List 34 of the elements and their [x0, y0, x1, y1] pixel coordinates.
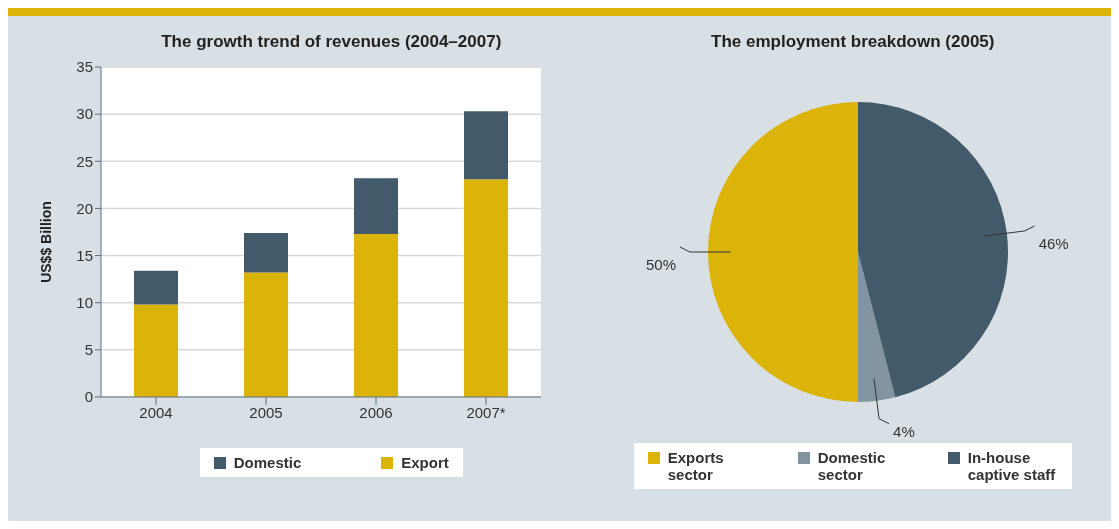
bar — [244, 232, 289, 273]
bar — [464, 111, 509, 180]
y-tick-label: 15 — [76, 246, 94, 264]
bar — [354, 178, 399, 234]
y-tick-label: 25 — [76, 152, 94, 170]
x-tick-label: 2005 — [249, 403, 283, 421]
data-label: 50% — [645, 256, 676, 273]
y-tick-label: 20 — [76, 199, 94, 217]
legend-label: Exports sector — [667, 449, 725, 483]
bar — [244, 272, 289, 397]
data-label: 4% — [892, 422, 915, 440]
x-tick-label: 2004 — [139, 403, 173, 421]
y-tick-label: 35 — [76, 58, 94, 76]
bar — [464, 179, 509, 397]
x-tick-label: 2006 — [359, 403, 393, 421]
y-tick-label: 30 — [76, 105, 94, 123]
bar — [134, 304, 179, 397]
pie-slice — [708, 102, 858, 402]
data-label: 46% — [1038, 234, 1069, 252]
legend-label: Export — [401, 454, 449, 471]
legend-label: Domestic sector — [817, 449, 887, 483]
y-axis-title: US$$ Billion — [38, 201, 55, 283]
pie-slice — [857, 252, 896, 402]
x-tick-label: 2007* — [466, 403, 507, 421]
y-tick-label: 5 — [84, 341, 94, 359]
bar — [354, 233, 399, 397]
legend-label: In-house captive staff — [967, 449, 1057, 483]
chart-title: The growth trend of revenues (2004–2007) — [161, 32, 502, 51]
pie-slice — [857, 102, 1008, 398]
y-tick-label: 0 — [84, 388, 94, 406]
legend-label: Domestic — [233, 454, 302, 471]
chart-title: The employment breakdown (2005) — [710, 32, 996, 53]
y-tick-label: 10 — [76, 294, 94, 312]
bar — [134, 270, 179, 305]
